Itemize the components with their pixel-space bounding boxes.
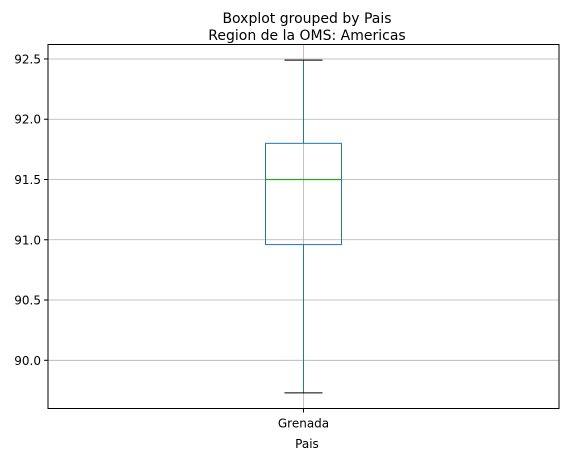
x-axis-label: Pais — [295, 437, 319, 451]
x-axis: Grenada — [278, 408, 329, 431]
y-tick-label: 91.0 — [14, 233, 41, 247]
y-tick-label: 92.5 — [14, 52, 41, 66]
chart-title: Region de la OMS: Americas — [208, 28, 405, 44]
y-tick-label: 91.5 — [14, 173, 41, 187]
x-tick-label: Grenada — [278, 417, 329, 431]
box — [265, 142, 342, 246]
y-tick-label: 90.5 — [14, 294, 41, 308]
plot-frame — [47, 44, 560, 409]
y-axis: 90.0 90.5 91.0 91.5 92.0 92.5 — [14, 52, 48, 368]
y-tick-label: 90.0 — [14, 354, 41, 368]
suptitle: Boxplot grouped by Pais — [222, 11, 391, 27]
y-tick-label: 92.0 — [14, 113, 41, 127]
plot-data — [265, 59, 342, 394]
